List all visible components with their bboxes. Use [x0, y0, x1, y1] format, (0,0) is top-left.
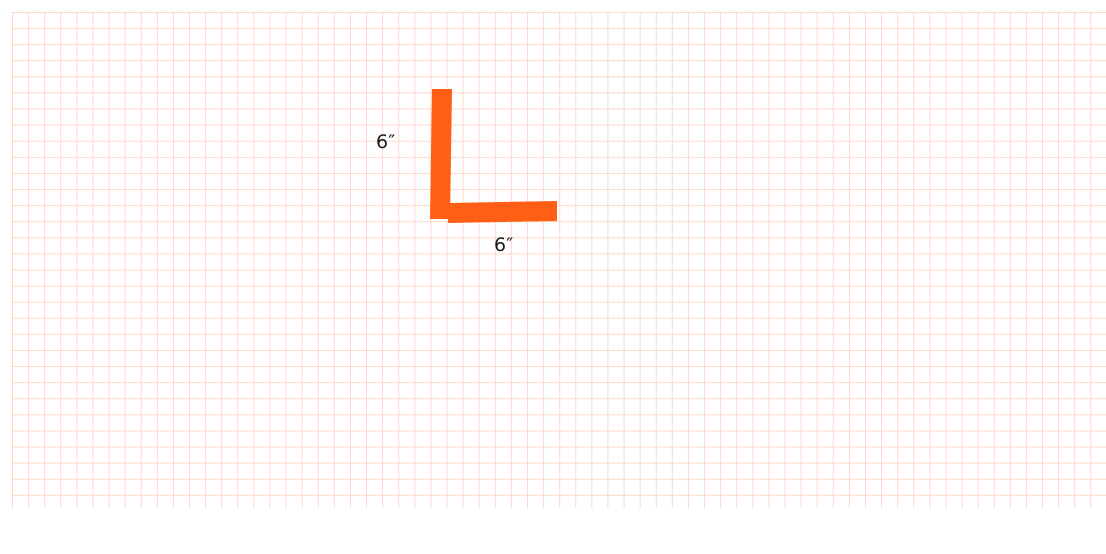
horizontal-dimension-label: 6″	[494, 234, 514, 256]
grid-paper-background	[12, 12, 1106, 508]
horizontal-bar	[448, 201, 557, 223]
vertical-dimension-label: 6″	[376, 131, 396, 153]
vertical-bar	[430, 89, 452, 219]
